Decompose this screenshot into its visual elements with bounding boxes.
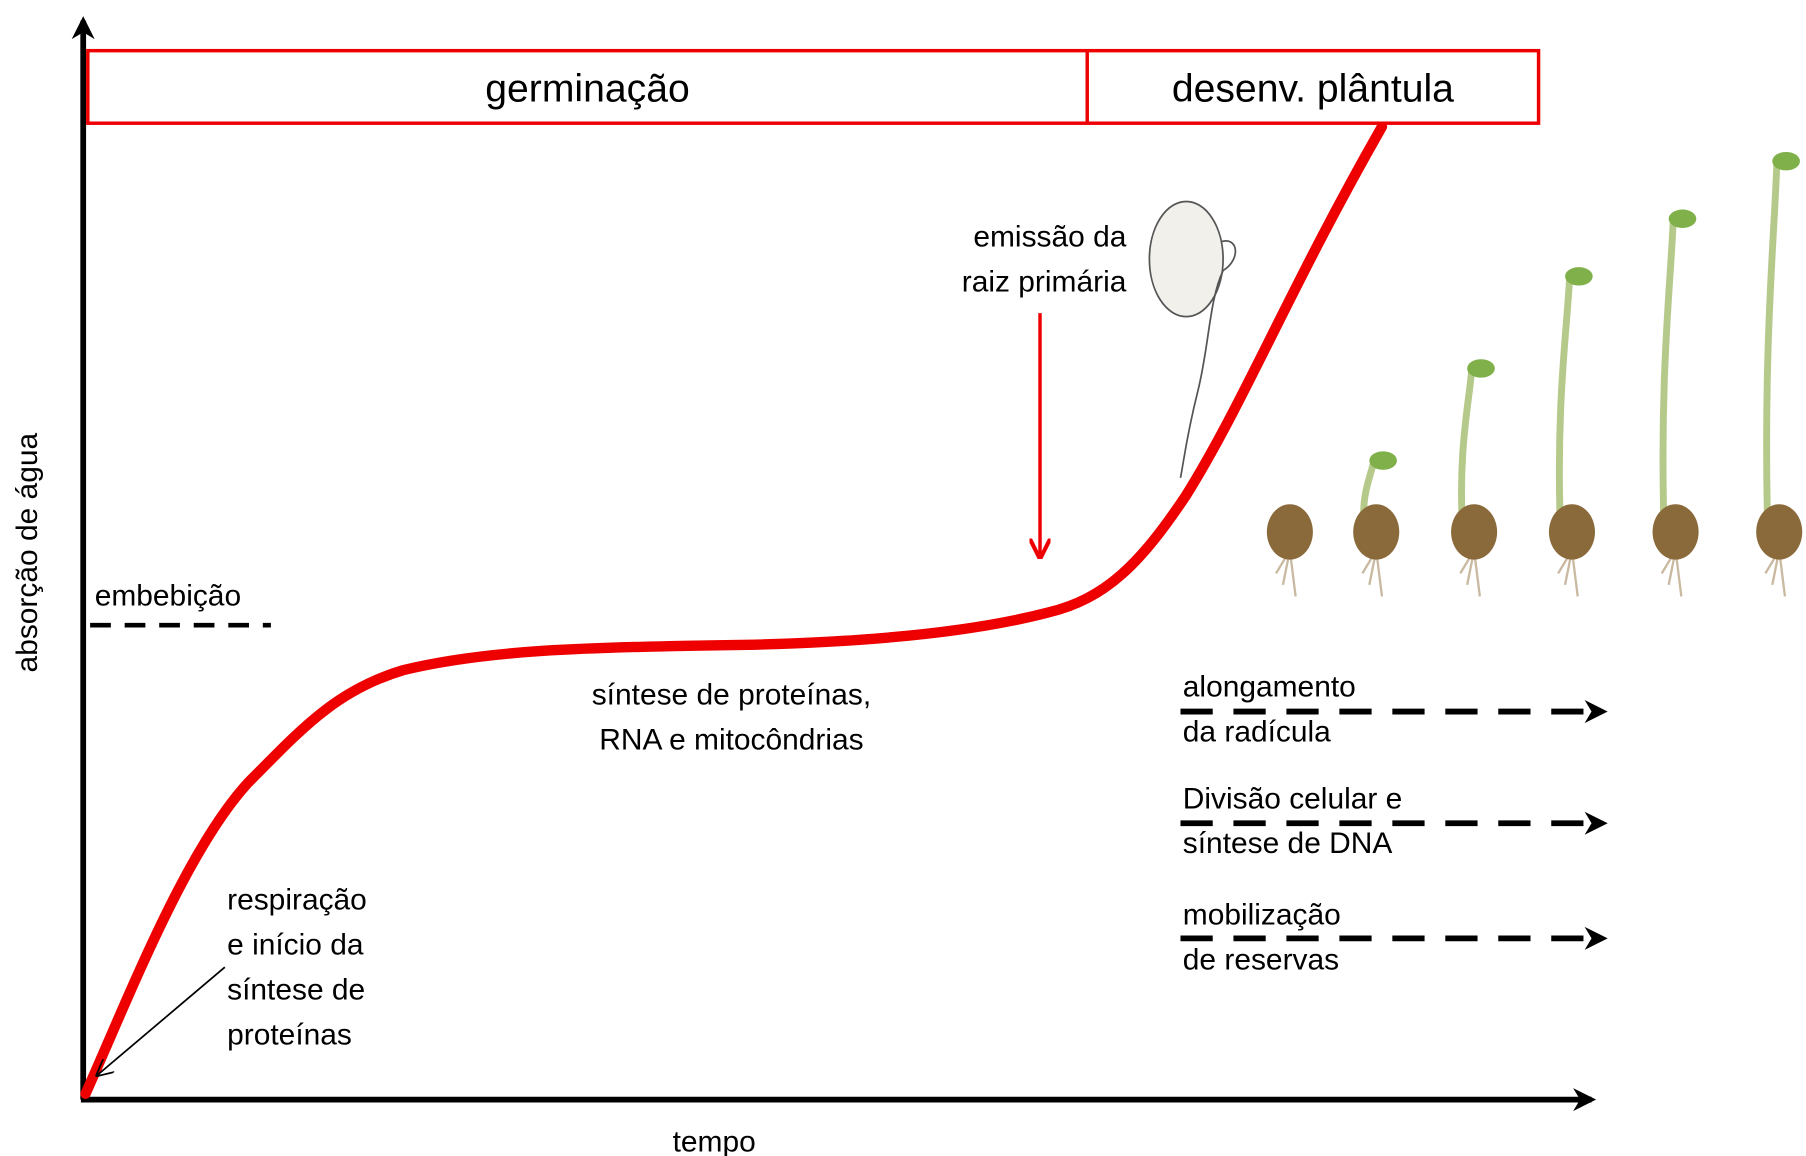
pointer-arrow	[97, 966, 226, 1075]
annotation: proteínas	[227, 1018, 352, 1051]
leaf	[1369, 451, 1397, 470]
process-label: da radícula	[1183, 715, 1331, 748]
phase-label: germinação	[485, 67, 689, 110]
phase-label: desenv. plântula	[1172, 67, 1454, 110]
process-label: alongamento	[1183, 671, 1356, 704]
annotation: emissão da	[973, 220, 1126, 253]
process-label: Divisão celular e	[1183, 782, 1403, 815]
stem	[1458, 368, 1476, 530]
annotation: síntese de	[227, 973, 365, 1006]
annotation: síntese de proteínas,	[592, 679, 871, 712]
leaf	[1565, 267, 1593, 286]
process-label: síntese de DNA	[1183, 827, 1393, 860]
seed	[1266, 504, 1313, 560]
leaf	[1668, 209, 1697, 228]
stem	[1763, 161, 1781, 530]
annotation: raiz primária	[962, 265, 1127, 298]
stem	[1659, 218, 1677, 530]
seed	[1451, 504, 1498, 560]
seed	[1652, 504, 1699, 560]
process-label: mobilização	[1183, 899, 1341, 932]
annotation: respiração	[227, 884, 367, 917]
seed	[1548, 504, 1595, 560]
seed-sketch	[1148, 200, 1237, 478]
y-axis-label: absorção de água	[11, 433, 44, 673]
seed	[1353, 504, 1400, 560]
annotation: e início da	[227, 929, 364, 962]
process-label: de reservas	[1183, 943, 1339, 976]
threshold-label: embebição	[95, 580, 241, 613]
water-uptake-curve	[80, 121, 1388, 1100]
leaf	[1467, 359, 1495, 378]
stem	[1555, 276, 1574, 530]
annotation: RNA e mitocôndrias	[599, 724, 863, 757]
leaf	[1772, 151, 1800, 171]
x-axis-label: tempo	[673, 1125, 756, 1156]
seed	[1756, 504, 1803, 560]
phase-box	[86, 48, 1541, 125]
seedlings	[1266, 151, 1803, 597]
